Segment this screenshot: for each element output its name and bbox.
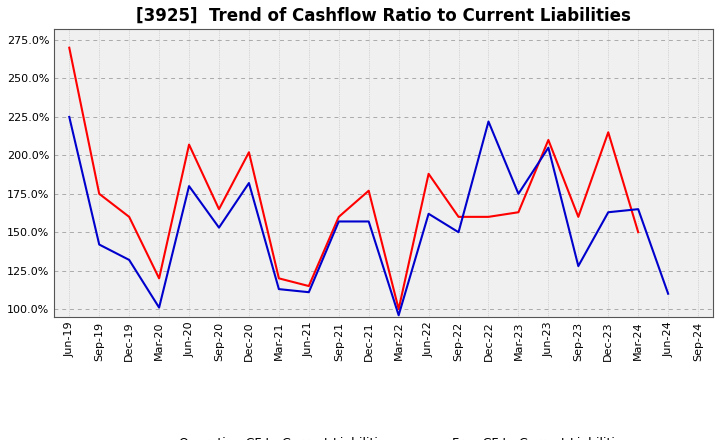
Operating CF to Current Liabilities: [514, 209, 523, 215]
Operating CF to Current Liabilities: [65, 45, 73, 50]
Operating CF to Current Liabilities: [185, 142, 194, 147]
Free CF to Current Liabilities: [544, 145, 553, 150]
Operating CF to Current Liabilities: [574, 214, 582, 220]
Free CF to Current Liabilities: [634, 206, 642, 212]
Free CF to Current Liabilities: [364, 219, 373, 224]
Free CF to Current Liabilities: [305, 290, 313, 295]
Free CF to Current Liabilities: [574, 264, 582, 269]
Operating CF to Current Liabilities: [95, 191, 104, 196]
Free CF to Current Liabilities: [454, 230, 463, 235]
Free CF to Current Liabilities: [245, 180, 253, 186]
Legend: Operating CF to Current Liabilities, Free CF to Current Liabilities: Operating CF to Current Liabilities, Fre…: [133, 433, 634, 440]
Free CF to Current Liabilities: [335, 219, 343, 224]
Free CF to Current Liabilities: [395, 313, 403, 318]
Operating CF to Current Liabilities: [364, 188, 373, 193]
Title: [3925]  Trend of Cashflow Ratio to Current Liabilities: [3925] Trend of Cashflow Ratio to Curren…: [136, 7, 631, 25]
Free CF to Current Liabilities: [95, 242, 104, 247]
Free CF to Current Liabilities: [484, 119, 492, 124]
Operating CF to Current Liabilities: [604, 130, 613, 135]
Free CF to Current Liabilities: [215, 225, 223, 230]
Operating CF to Current Liabilities: [274, 276, 283, 281]
Free CF to Current Liabilities: [65, 114, 73, 120]
Operating CF to Current Liabilities: [245, 150, 253, 155]
Operating CF to Current Liabilities: [125, 214, 133, 220]
Operating CF to Current Liabilities: [395, 307, 403, 312]
Operating CF to Current Liabilities: [484, 214, 492, 220]
Operating CF to Current Liabilities: [155, 276, 163, 281]
Operating CF to Current Liabilities: [544, 137, 553, 143]
Operating CF to Current Liabilities: [335, 214, 343, 220]
Free CF to Current Liabilities: [514, 191, 523, 196]
Free CF to Current Liabilities: [155, 305, 163, 310]
Line: Operating CF to Current Liabilities: Operating CF to Current Liabilities: [69, 48, 638, 309]
Free CF to Current Liabilities: [185, 183, 194, 189]
Free CF to Current Liabilities: [664, 291, 672, 297]
Line: Free CF to Current Liabilities: Free CF to Current Liabilities: [69, 117, 668, 315]
Operating CF to Current Liabilities: [305, 283, 313, 289]
Operating CF to Current Liabilities: [424, 171, 433, 176]
Free CF to Current Liabilities: [604, 209, 613, 215]
Operating CF to Current Liabilities: [454, 214, 463, 220]
Free CF to Current Liabilities: [424, 211, 433, 216]
Operating CF to Current Liabilities: [215, 206, 223, 212]
Free CF to Current Liabilities: [274, 286, 283, 292]
Free CF to Current Liabilities: [125, 257, 133, 263]
Operating CF to Current Liabilities: [634, 230, 642, 235]
